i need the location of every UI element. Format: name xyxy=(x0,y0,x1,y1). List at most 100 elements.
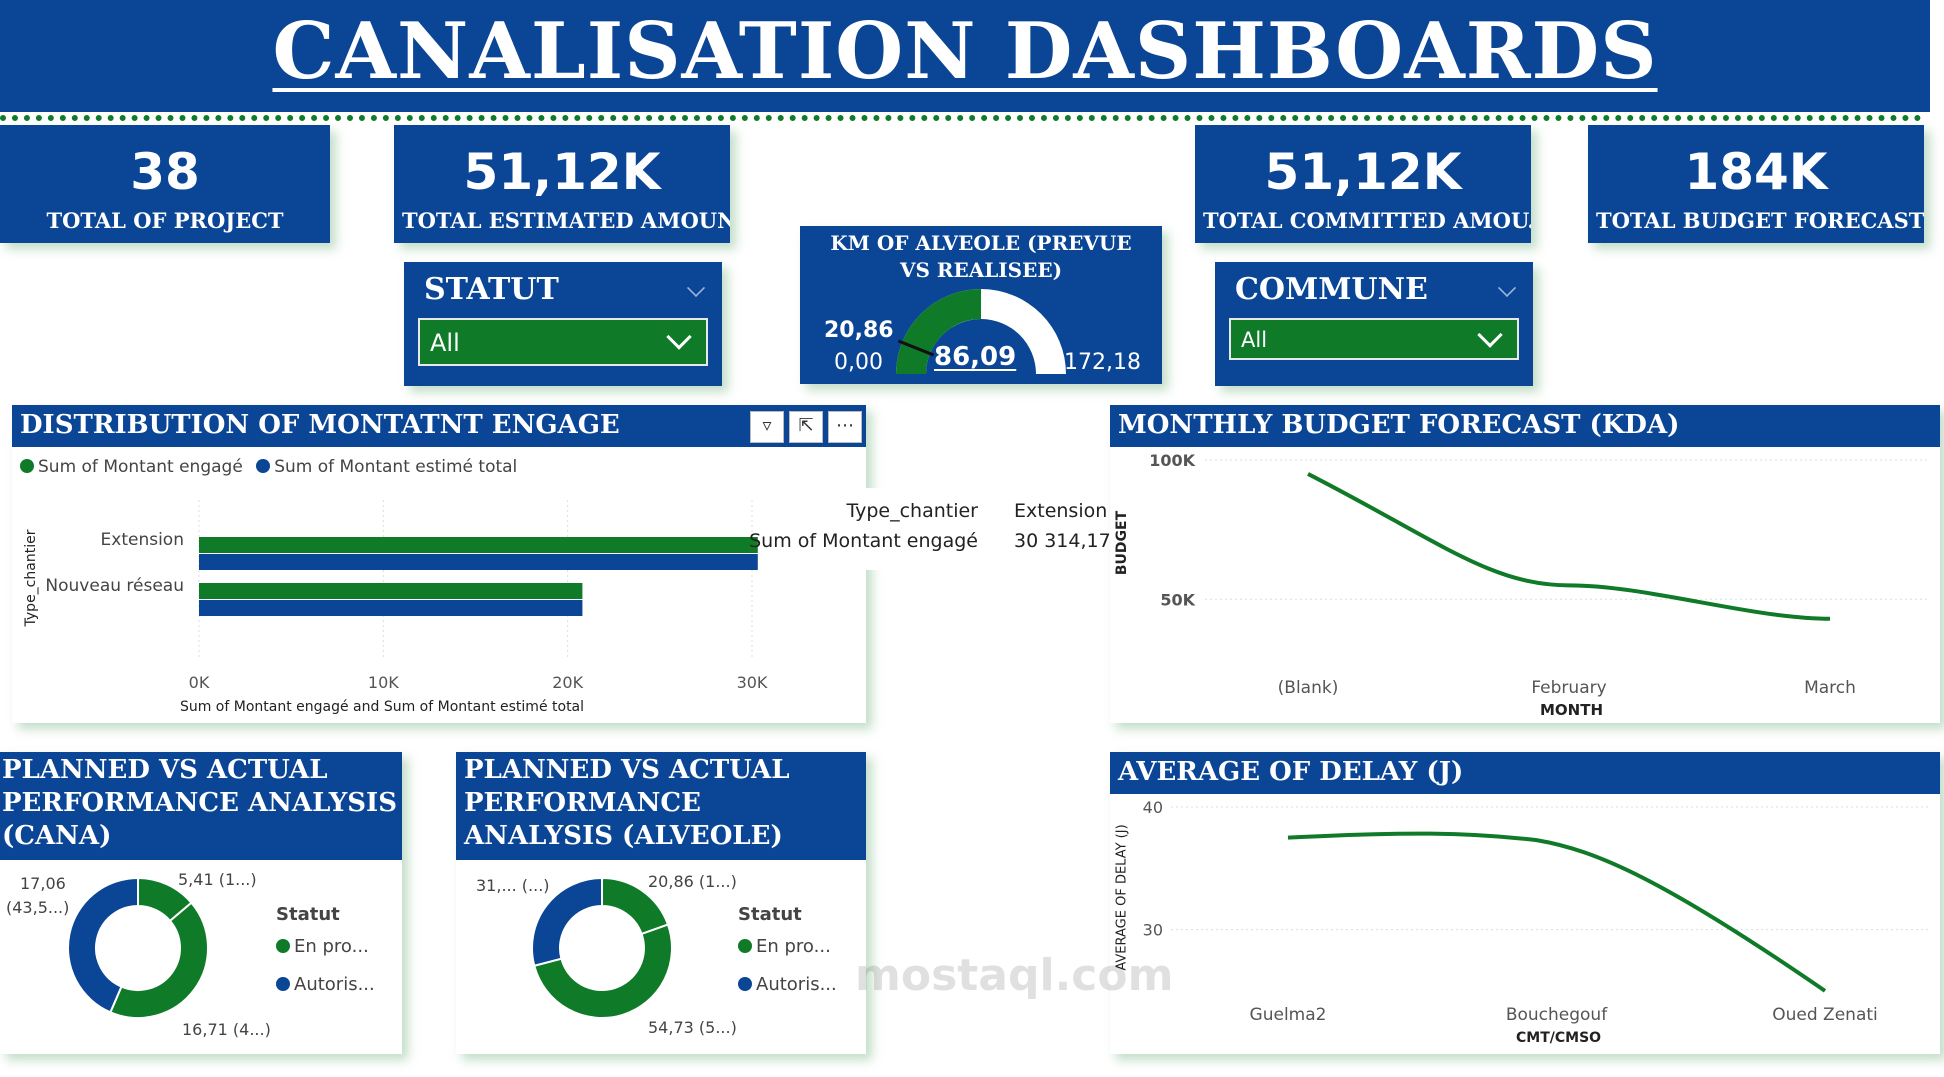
slicer-title: STATUT xyxy=(424,272,559,307)
kpi-total-estimated-amount[interactable]: 51,12K TOTAL ESTIMATED AMOUNT xyxy=(394,125,730,243)
legend-dot-en-pro xyxy=(738,939,752,953)
donut-label: 5,41 (1...) xyxy=(178,870,257,889)
kpi-label: TOTAL ESTIMATED AMOUNT xyxy=(402,208,730,233)
distribution-legend: Sum of Montant engagé Sum of Montant est… xyxy=(20,457,517,477)
series-line xyxy=(1287,831,1827,993)
x-tick-label: (Blank) xyxy=(1278,678,1339,698)
focus-mode-icon[interactable]: ⇱ xyxy=(789,411,823,443)
legend-item: Sum of Montant engagé xyxy=(38,457,243,477)
legend-item: Sum of Montant estimé total xyxy=(274,457,518,477)
header-banner: CANALISATION DASHBOARDS xyxy=(0,0,1930,112)
gauge-svg xyxy=(896,289,1066,374)
legend-item-label: En pro... xyxy=(294,936,369,957)
donut-label: (43,5...) xyxy=(6,898,70,917)
donut-alveole-svg xyxy=(531,876,673,1019)
dropdown-value: All xyxy=(1241,328,1268,352)
donut-label: 54,73 (5...) xyxy=(648,1018,737,1037)
legend-dot-autoris xyxy=(738,977,752,991)
donut-label: 31,... (...) xyxy=(476,876,550,895)
y-category-label: Nouveau réseau xyxy=(45,576,184,596)
donut-slice xyxy=(533,923,673,1019)
series-line xyxy=(1307,472,1831,621)
legend-item: Autoris... xyxy=(276,974,375,995)
y-tick-label: 50K xyxy=(1160,590,1195,609)
distribution-title: DISTRIBUTION OF MONTATNT ENGAGE xyxy=(12,405,866,447)
x-tick-label: February xyxy=(1531,678,1606,698)
y-tick-label: 100K xyxy=(1149,451,1195,470)
slicer-commune[interactable]: COMMUNE All xyxy=(1215,262,1533,386)
commune-dropdown[interactable]: All xyxy=(1229,318,1519,360)
legend-title: Statut xyxy=(276,904,340,925)
chevron-down-icon[interactable] xyxy=(1497,278,1517,298)
legend-item: Autoris... xyxy=(738,974,837,995)
tooltip-value-2: 30 314,17 xyxy=(1014,530,1111,552)
gauge-value-label: 86,09 xyxy=(934,342,1017,372)
dropdown-value: All xyxy=(430,329,460,357)
donut-slice xyxy=(531,876,603,967)
bar-estime xyxy=(199,554,758,570)
x-axis-title: CMT/CMSO xyxy=(1516,1030,1602,1046)
gauge-target-label: 20,86 xyxy=(824,318,894,343)
gauge-fill xyxy=(896,289,981,374)
donut-cana-title: PLANNED VS ACTUAL PERFORMANCE ANALYSIS (… xyxy=(0,752,402,860)
kpi-total-projects[interactable]: 38 TOTAL OF PROJECT xyxy=(0,125,330,243)
filter-icon[interactable]: ▿ xyxy=(750,411,784,443)
donut-alveole-title: PLANNED VS ACTUAL PERFORMANCE ANALYSIS (… xyxy=(456,752,866,860)
gauge-card[interactable]: KM OF ALVEOLE (PREVUE VS REALISEE) 20,86… xyxy=(800,226,1162,384)
chart-tooltip: Type_chantier Extension Sum of Montant e… xyxy=(749,488,1111,570)
y-tick-label: 40 xyxy=(1143,798,1163,817)
chevron-down-icon[interactable] xyxy=(686,278,706,298)
legend-title: Statut xyxy=(738,904,802,925)
chevron-down-icon[interactable] xyxy=(1477,322,1503,348)
kpi-total-budget-forecast[interactable]: 184K TOTAL BUDGET FORECAST ... xyxy=(1588,125,1924,243)
distribution-card[interactable]: DISTRIBUTION OF MONTATNT ENGAGE ▿ ⇱ ⋯ Su… xyxy=(12,405,866,723)
legend-dot-estime xyxy=(256,459,271,473)
kpi-value: 184K xyxy=(1684,143,1828,201)
x-axis-title: MONTH xyxy=(1540,701,1604,719)
kpi-value: 51,12K xyxy=(463,143,661,201)
delay-card[interactable]: AVERAGE OF DELAY (J) AVERAGE OF DELAY (J… xyxy=(1110,752,1940,1054)
gauge-min-label: 0,00 xyxy=(834,350,883,375)
statut-dropdown[interactable]: All xyxy=(418,318,708,366)
y-tick-label: 30 xyxy=(1143,921,1163,940)
tooltip-key-1: Type_chantier xyxy=(846,500,978,522)
x-tick-label: 20K xyxy=(552,673,583,692)
bar-engage xyxy=(199,583,583,599)
x-tick-label: Guelma2 xyxy=(1250,1005,1327,1025)
donut-slice xyxy=(67,876,139,1014)
bar-engage xyxy=(199,537,758,553)
kpi-total-committed-amount[interactable]: 51,12K TOTAL COMMITTED AMOU... xyxy=(1195,125,1531,243)
donut-cana-svg xyxy=(67,876,209,1019)
gauge-max-label: 172,18 xyxy=(1064,350,1141,375)
monthly-title: MONTHLY BUDGET FORECAST (KDA) xyxy=(1110,405,1940,447)
legend-item: En pro... xyxy=(738,936,831,957)
legend-dot-en-pro xyxy=(276,939,290,953)
x-tick-label: Bouchegouf xyxy=(1506,1005,1608,1025)
donut-alveole-card[interactable]: PLANNED VS ACTUAL PERFORMANCE ANALYSIS (… xyxy=(456,752,866,1054)
x-tick-label: 0K xyxy=(189,673,210,692)
kpi-label: TOTAL BUDGET FORECAST ... xyxy=(1596,208,1924,233)
donut-label: 16,71 (4...) xyxy=(182,1020,271,1039)
delay-title: AVERAGE OF DELAY (J) xyxy=(1110,752,1940,794)
x-axis-title: Sum of Montant engagé and Sum of Montant… xyxy=(179,699,585,715)
dotted-divider xyxy=(0,115,1922,121)
donut-label: 20,86 (1...) xyxy=(648,872,737,891)
donut-slice xyxy=(109,901,209,1019)
bar-chart-svg: 0K 10K 20K 30K Extension Nouveau réseau xyxy=(45,500,768,692)
y-category-label: Extension xyxy=(101,530,184,550)
monthly-budget-card[interactable]: MONTHLY BUDGET FORECAST (KDA) BUDGET 100… xyxy=(1110,405,1940,723)
kpi-value: 51,12K xyxy=(1264,143,1462,201)
donut-cana-card[interactable]: PLANNED VS ACTUAL PERFORMANCE ANALYSIS (… xyxy=(0,752,402,1054)
legend-item-label: Autoris... xyxy=(756,974,837,995)
slicer-statut[interactable]: STATUT All xyxy=(404,262,722,386)
tooltip-key-2: Sum of Montant engagé xyxy=(749,530,978,552)
monthly-line-svg: 100K 50K (Blank) February March xyxy=(1149,451,1930,698)
tooltip-value-1: Extension xyxy=(1014,500,1108,522)
donut-label: 17,06 xyxy=(20,874,66,893)
chevron-down-icon[interactable] xyxy=(666,324,692,350)
legend-item: En pro... xyxy=(276,936,369,957)
dashboard-title: CANALISATION DASHBOARDS xyxy=(272,6,1658,97)
more-options-icon[interactable]: ⋯ xyxy=(828,411,862,443)
x-tick-label: 30K xyxy=(737,673,768,692)
kpi-value: 38 xyxy=(130,143,200,201)
